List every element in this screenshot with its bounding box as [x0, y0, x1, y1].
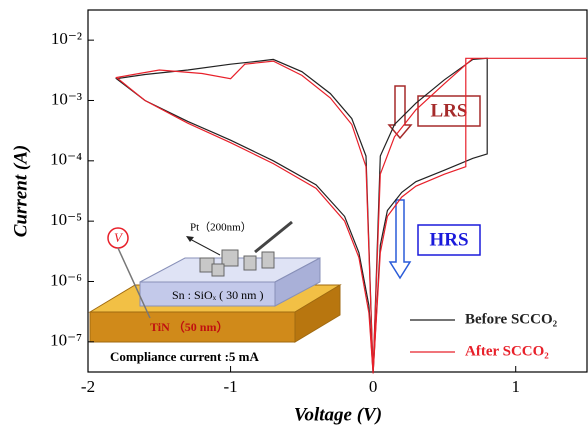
legend-label: After SCCO₂ [465, 343, 549, 359]
x-axis-label: Voltage (V) [294, 404, 382, 425]
y-axis-label: Current (A) [10, 145, 31, 237]
lrs-label: LRS [431, 100, 468, 121]
chart: Current (A) Voltage (V) LRS HRS Pt（200nm… [0, 0, 588, 429]
x-tick-label: 1 [511, 377, 520, 396]
y-tick-label: 10⁻⁶ [50, 270, 82, 289]
hrs-arrow [390, 200, 410, 278]
x-tick-label: -2 [81, 377, 95, 396]
y-tick-label: 10⁻⁴ [50, 150, 82, 169]
tin-label: TiN （50 nm） [150, 319, 228, 334]
x-tick-label: -1 [223, 377, 237, 396]
y-tick-label: 10⁻⁵ [50, 210, 82, 229]
y-tick-label: 10⁻⁷ [50, 331, 82, 350]
pt-label: Pt（200nm） [190, 221, 252, 234]
compliance-label: Compliance current :5 mA [110, 349, 259, 364]
legend-label: Before SCCO₂ [465, 311, 558, 327]
hrs-label: HRS [429, 229, 468, 250]
x-tick-label: 0 [369, 377, 378, 396]
y-tick-label: 10⁻³ [51, 89, 82, 108]
sn-label: Sn : SiOₓ ( 30 nm ) [172, 288, 264, 302]
y-tick-label: 10⁻² [51, 29, 82, 48]
